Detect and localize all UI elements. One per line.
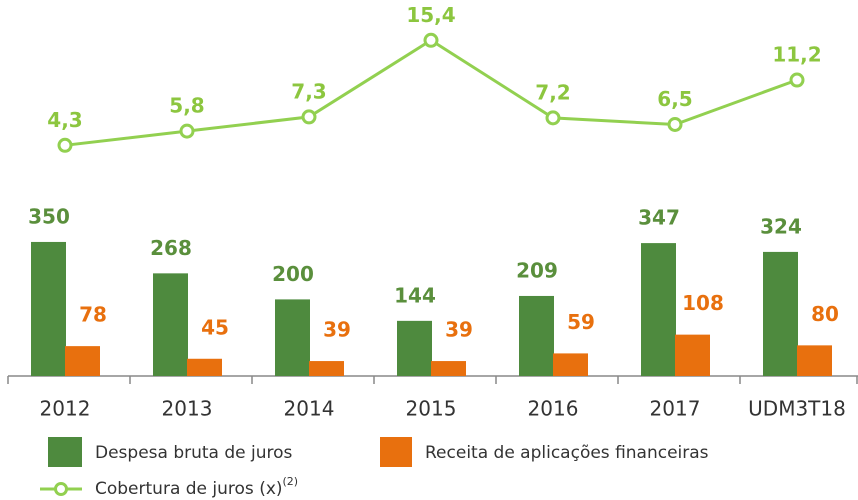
data-label: 11,2 (772, 43, 821, 67)
bar (65, 346, 100, 376)
legend-swatch (48, 437, 82, 467)
data-label: 15,4 (406, 3, 455, 27)
data-label: 7,2 (535, 80, 570, 104)
point (789, 72, 805, 88)
bar (187, 358, 222, 376)
bar (153, 273, 188, 376)
data-label: 39 (323, 318, 351, 342)
bar (31, 241, 66, 376)
bar (397, 320, 432, 376)
x-tick-label: 2014 (284, 397, 335, 421)
point (667, 116, 683, 132)
point (423, 32, 439, 48)
data-label: 5,8 (169, 94, 204, 118)
x-tick-label: 2012 (40, 397, 91, 421)
bar (553, 353, 588, 376)
data-label: 6,5 (657, 87, 692, 111)
data-label: 347 (638, 206, 680, 230)
data-label: 200 (272, 262, 314, 286)
point (301, 109, 317, 125)
point (57, 137, 73, 153)
legend-label: Despesa bruta de juros (95, 443, 293, 463)
bar (519, 295, 554, 376)
data-label: 80 (811, 302, 839, 326)
data-label: 39 (445, 318, 473, 342)
data-label: 350 (28, 204, 70, 228)
data-label: 268 (150, 236, 192, 260)
data-label: 324 (760, 214, 802, 238)
x-tick-label: 2016 (528, 397, 579, 421)
x-tick-label: UDM3T18 (748, 397, 846, 421)
bar (431, 361, 466, 376)
legend-text: Cobertura de juros (x) (95, 479, 283, 499)
bar (675, 334, 710, 376)
data-label: 209 (516, 258, 558, 282)
bar (309, 361, 344, 376)
legend-note: (2) (283, 475, 299, 488)
data-label: 4,3 (47, 108, 82, 132)
data-label: 108 (682, 291, 724, 315)
data-label: 78 (79, 303, 107, 327)
legend-label: Receita de aplicações financeiras (425, 443, 709, 463)
data-label: 144 (394, 283, 436, 307)
x-tick-label: 2015 (406, 397, 457, 421)
data-label: 7,3 (291, 79, 326, 103)
x-tick-label: 2013 (162, 397, 213, 421)
legend-label: Cobertura de juros (x)(2) (95, 475, 298, 499)
legend-swatch (380, 437, 412, 467)
bar (763, 251, 798, 376)
bar (797, 345, 832, 376)
point (179, 123, 195, 139)
data-label: 59 (567, 310, 595, 334)
bar (275, 299, 310, 376)
bar (641, 243, 676, 376)
x-tick-label: 2017 (650, 397, 701, 421)
data-label: 45 (201, 315, 229, 339)
legend-marker (54, 482, 68, 496)
point (545, 110, 561, 126)
